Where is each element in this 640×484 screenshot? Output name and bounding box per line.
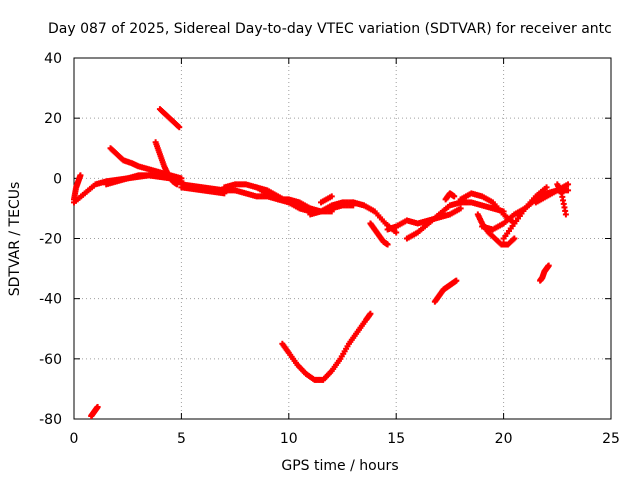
y-axis-tick-labels: -80 -60 -40 -20 0 20 40 xyxy=(39,51,62,428)
x-tick-label: 15 xyxy=(387,431,405,447)
data-point xyxy=(511,235,518,242)
data-point xyxy=(565,181,572,188)
y-tick-label: 40 xyxy=(44,51,62,67)
data-point xyxy=(543,184,550,191)
series-track-y xyxy=(500,184,550,242)
y-axis-label: SDTVAR / TECUs xyxy=(7,182,23,297)
y-tick-label: 0 xyxy=(53,171,62,187)
y-tick-label: -40 xyxy=(39,292,62,308)
series-track-g xyxy=(156,106,183,131)
series-track-t xyxy=(431,277,460,305)
data-point xyxy=(453,277,460,284)
data-point xyxy=(94,403,101,410)
data-point xyxy=(545,262,552,269)
series-track-i xyxy=(178,184,228,197)
series-track-za xyxy=(537,262,552,284)
data-point xyxy=(384,241,391,248)
data-point xyxy=(457,205,464,212)
data-point xyxy=(562,211,569,218)
data-point xyxy=(77,172,84,179)
data-point xyxy=(451,193,458,200)
y-tick-label: -60 xyxy=(39,352,62,368)
series-track-f xyxy=(152,139,181,188)
data-point xyxy=(221,190,228,197)
series-track-zb xyxy=(554,181,569,218)
series-track-a xyxy=(71,172,84,203)
y-tick-label: -20 xyxy=(39,232,62,248)
x-tick-label: 10 xyxy=(280,431,298,447)
x-axis-label: GPS time / hours xyxy=(281,458,398,474)
y-tick-label: -80 xyxy=(39,412,62,428)
data-points xyxy=(71,106,572,419)
data-point xyxy=(565,187,572,194)
series-track-q xyxy=(367,220,391,248)
series-track-u xyxy=(442,190,458,203)
data-point xyxy=(367,310,374,317)
y-tick-label: 20 xyxy=(44,111,62,127)
series-track-o xyxy=(279,310,374,383)
chart-title: Day 087 of 2025, Sidereal Day-to-day VTE… xyxy=(48,21,612,37)
grid-lines xyxy=(74,58,611,419)
series-track-c xyxy=(88,403,101,419)
data-point xyxy=(328,193,335,200)
x-tick-label: 20 xyxy=(495,431,513,447)
data-point xyxy=(176,124,183,131)
axis-ticks xyxy=(73,57,612,420)
series-track-n xyxy=(318,193,335,206)
x-axis-tick-labels: 0 5 10 15 20 25 xyxy=(70,431,620,447)
x-tick-label: 25 xyxy=(602,431,620,447)
series-track-w xyxy=(474,211,518,248)
x-tick-label: 0 xyxy=(70,431,79,447)
x-tick-label: 5 xyxy=(177,431,186,447)
data-point xyxy=(393,229,400,236)
